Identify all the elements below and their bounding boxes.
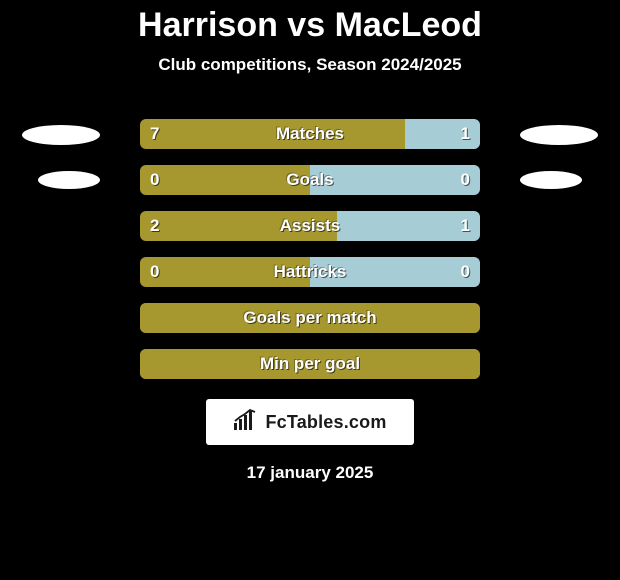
bar-track [140,257,480,287]
page-title: Harrison vs MacLeod [138,6,482,45]
bar-right-fill [337,211,480,241]
bar-left-fill [140,211,337,241]
stat-row: Assists21 [0,211,620,241]
stat-rows-container: Matches71 Goals00 Assists21 Hattricks00 Goal… [0,119,620,395]
bar-track [140,349,480,379]
bar-right-fill [310,165,480,195]
bar-track [140,303,480,333]
player-ellipse-left [22,125,100,145]
fctables-logo-icon [233,409,259,436]
fctables-badge[interactable]: FcTables.com [206,399,414,445]
bar-track [140,165,480,195]
stat-row: Goals00 [0,165,620,195]
stat-row: Matches71 [0,119,620,149]
bar-placeholder [140,349,480,379]
player-ellipse-left [38,171,100,189]
player-ellipse-right [520,171,582,189]
bar-track [140,119,480,149]
bar-right-fill [405,119,480,149]
bar-track [140,211,480,241]
bar-right-fill [310,257,480,287]
date-text: 17 january 2025 [247,463,374,483]
bar-left-fill [140,165,310,195]
bar-left-fill [140,257,310,287]
stat-row: Hattricks00 [0,257,620,287]
stat-row: Min per goal [0,349,620,379]
bar-placeholder [140,303,480,333]
fctables-text: FcTables.com [265,412,386,433]
stat-row: Goals per match [0,303,620,333]
bar-left-fill [140,119,405,149]
player-ellipse-right [520,125,598,145]
subtitle: Club competitions, Season 2024/2025 [158,55,461,75]
